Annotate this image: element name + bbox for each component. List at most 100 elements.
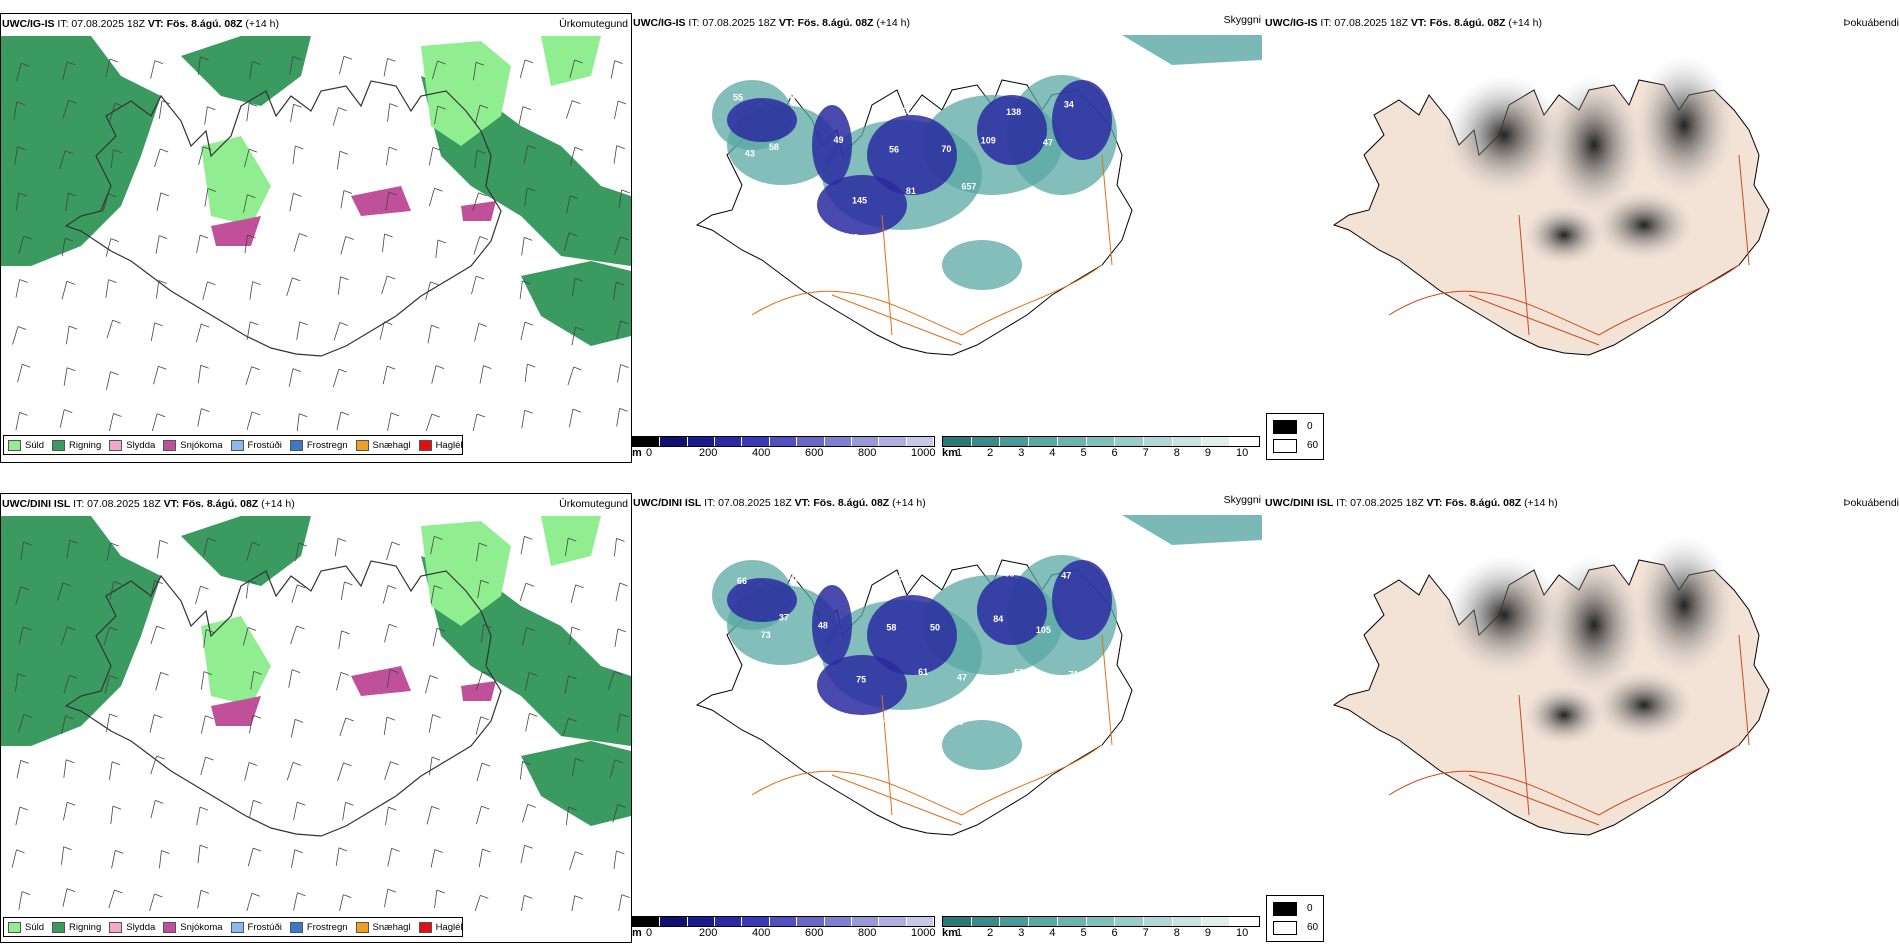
precip-legend-item: Haglél bbox=[418, 439, 463, 451]
precip-legend-item: Frostúði bbox=[230, 439, 282, 451]
colorbar-tick: 6 bbox=[1111, 447, 1118, 459]
cloud-panel-2: UWC/DINI ISL IT: 07.08.2025 18Z VT: Fös.… bbox=[632, 493, 1264, 943]
cloud-value-label: 89 bbox=[887, 230, 897, 240]
precip-legend-swatch bbox=[289, 921, 303, 933]
cloud-value-label: 70 bbox=[941, 144, 951, 154]
precip-legend-item: Snæhagl bbox=[355, 921, 411, 933]
precip-legend-swatch bbox=[418, 439, 432, 451]
colorbar-strip bbox=[632, 916, 935, 927]
panel-title: UWC/IG-IS IT: 07.08.2025 18Z VT: Fös. 8.… bbox=[1265, 17, 1542, 29]
precip-legend-item: Rigning bbox=[52, 921, 101, 933]
precip-legend-label: Snæhagl bbox=[372, 921, 411, 933]
precip-legend-label: Súld bbox=[25, 439, 45, 451]
cloud-value-label: 61 bbox=[918, 667, 928, 677]
precip-legend-swatch bbox=[289, 439, 303, 451]
cloud-base-colorbar: m 0 200 400 600 800 1000 bbox=[632, 436, 937, 462]
colorbar-tick: 8 bbox=[1173, 927, 1180, 939]
cloud-value-label: 67 bbox=[961, 90, 971, 100]
fog-legend: 0 60 bbox=[1266, 895, 1324, 942]
cloud-value-label: 115 bbox=[1041, 229, 1056, 239]
cloud-value-label: 48 bbox=[818, 621, 828, 631]
precip-legend-label: Frostúði bbox=[247, 921, 282, 933]
precip-type-map bbox=[1, 516, 631, 911]
cloud-value-label: 61 bbox=[901, 106, 911, 116]
colorbar-tick: 200 bbox=[699, 927, 718, 939]
cloud-value-label: 58 bbox=[769, 142, 779, 152]
cloud-value-label: 81 bbox=[906, 186, 916, 196]
colorbar-unit: km bbox=[942, 927, 958, 939]
cloud-value-label: 58 bbox=[879, 715, 889, 725]
precip-legend-label: Súld bbox=[25, 921, 45, 933]
cloud-map: 55 46 66 61 67 138 34 58 49 56 70 109 47 43 54 145 81 657… bbox=[632, 35, 1262, 430]
colorbar-tick: 600 bbox=[805, 927, 824, 939]
colorbar-tick: 4 bbox=[1049, 927, 1056, 939]
fog-map bbox=[1264, 35, 1900, 430]
precip-legend-label: Snjókoma bbox=[180, 439, 223, 451]
precip-legend-swatch bbox=[109, 439, 123, 451]
precip-legend-label: Rigning bbox=[69, 439, 102, 451]
panel-name: Þokuábendi bbox=[1843, 497, 1899, 509]
cloud-value-label: 114 bbox=[797, 666, 812, 676]
cloud-value-label: 60 bbox=[859, 268, 869, 278]
fog-panel-2: UWC/DINI ISL IT: 07.08.2025 18Z VT: Fös.… bbox=[1264, 493, 1900, 943]
cloud-value-label: 49 bbox=[834, 135, 844, 145]
panel-name: Skyggni bbox=[1223, 14, 1261, 26]
cloud-base-colorbar: m 0 200 400 600 800 1000 bbox=[632, 916, 937, 942]
fog-map bbox=[1264, 515, 1900, 910]
colorbar-tick: 10 bbox=[1236, 927, 1249, 939]
colorbar-tick: 6 bbox=[1111, 927, 1118, 939]
cloud-value-label: 140 bbox=[949, 717, 964, 727]
cloud-value-label: 112 bbox=[999, 225, 1014, 235]
colorbar-unit: km bbox=[942, 447, 958, 459]
colorbar-tick: 0 bbox=[646, 927, 653, 939]
cloud-panel-1: UWC/IG-IS IT: 07.08.2025 18Z VT: Fös. 8.… bbox=[632, 13, 1264, 463]
cloud-value-label: 122 bbox=[1071, 195, 1086, 205]
panel-name: Úrkomutegund bbox=[559, 498, 628, 510]
cloud-value-label: 76 bbox=[989, 712, 999, 722]
colorbar-strip bbox=[942, 916, 1260, 927]
precip-legend-label: Snæhagl bbox=[372, 439, 411, 451]
precip-legend-item: Slydda bbox=[109, 921, 156, 933]
fog-legend-low-swatch bbox=[1273, 439, 1297, 453]
colorbar-tick: 7 bbox=[1142, 447, 1149, 459]
colorbar-tick: 1000 bbox=[911, 927, 936, 939]
colorbar-tick: 200 bbox=[699, 447, 718, 459]
fog-legend: 0 60 bbox=[1266, 413, 1324, 460]
fog-panel-1: UWC/IG-IS IT: 07.08.2025 18Z VT: Fös. 8.… bbox=[1264, 13, 1900, 463]
colorbar-tick: 400 bbox=[752, 927, 771, 939]
cloud-value-label: 47 bbox=[1061, 571, 1071, 581]
precip-legend-label: Slydda bbox=[126, 921, 156, 933]
colorbar-unit: m bbox=[632, 447, 642, 459]
precip-legend-label: Haglél bbox=[435, 921, 463, 933]
cloud-value-label: 58 bbox=[886, 623, 896, 633]
cloud-map: 66 48 52 65 67 63 47 37 48 58 50 84 105 73 114 75 61 47 59… bbox=[632, 515, 1262, 910]
precip-legend-swatch bbox=[418, 921, 432, 933]
colorbar-tick: 0 bbox=[646, 447, 653, 459]
cloud-value-label: 59 bbox=[1014, 668, 1024, 678]
colorbar-tick: 5 bbox=[1080, 447, 1087, 459]
precip-legend-item: Frostúði bbox=[230, 921, 282, 933]
precip-legend-swatch bbox=[52, 921, 66, 933]
colorbar-tick: 800 bbox=[858, 927, 877, 939]
cloud-value-label: 82 bbox=[816, 224, 826, 234]
panel-title: UWC/IG-IS IT: 07.08.2025 18Z VT: Fös. 8.… bbox=[633, 17, 910, 29]
fog-legend-low-label: 60 bbox=[1307, 440, 1319, 451]
precip-type-legend: Súld Rigning Slydda Snjókoma Frostúði Frostre… bbox=[3, 917, 463, 937]
panel-title: UWC/IG-IS IT: 07.08.2025 18Z VT: Fös. 8.… bbox=[2, 18, 279, 30]
precip-legend-item: Rigning bbox=[52, 439, 102, 451]
precip-legend-label: Slydda bbox=[126, 439, 156, 451]
precip-legend-item: Snæhagl bbox=[355, 439, 411, 451]
colorbar-unit: m bbox=[632, 927, 642, 939]
panel-name: Úrkomutegund bbox=[559, 18, 628, 30]
panel-name: Þokuábendi bbox=[1843, 17, 1899, 29]
colorbar-tick: 800 bbox=[858, 447, 877, 459]
fog-legend-high-swatch bbox=[1273, 902, 1297, 916]
cloud-value-label: 45 bbox=[941, 237, 951, 247]
cloud-value-label: 657 bbox=[961, 181, 976, 191]
panel-title: UWC/DINI ISL IT: 07.08.2025 18Z VT: Fös.… bbox=[2, 498, 295, 510]
cloud-value-label: 37 bbox=[779, 612, 789, 622]
precip-legend-swatch bbox=[8, 439, 21, 451]
precip-legend-swatch bbox=[230, 439, 244, 451]
precip-legend-swatch bbox=[109, 921, 123, 933]
fog-legend-low-swatch bbox=[1273, 921, 1297, 935]
